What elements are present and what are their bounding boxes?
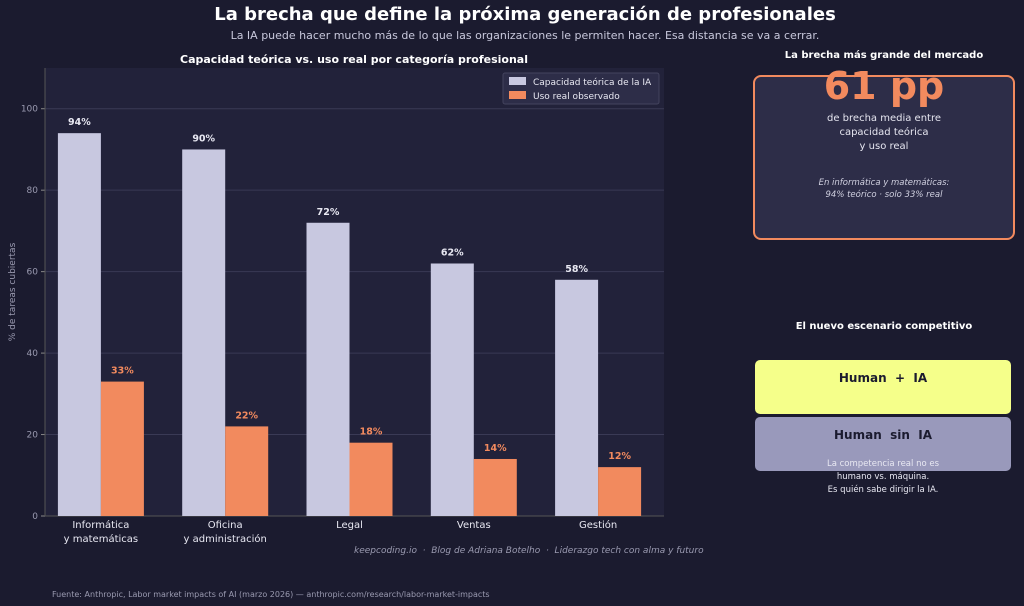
desc-line: de brecha media entre — [827, 113, 941, 124]
legend-label: Uso real observado — [533, 92, 620, 102]
bar-theoretical — [430, 263, 474, 516]
data-label: 22% — [235, 410, 258, 421]
x-tick-label: Ventas — [457, 520, 491, 531]
x-tick-label: Oficina — [208, 520, 243, 531]
data-label: 12% — [608, 451, 631, 462]
x-tick-label: y matemáticas — [64, 533, 138, 545]
page-subtitle: La IA puede hacer mucho más de lo que la… — [230, 29, 820, 42]
desc-line: y uso real — [859, 141, 909, 152]
bar-theoretical — [182, 149, 226, 517]
legend-label: Capacidad teórica de la IA — [533, 77, 652, 88]
legend — [502, 72, 660, 105]
gap-card — [753, 75, 1015, 240]
human-without-ai-box — [755, 417, 1011, 471]
bar-real — [100, 381, 144, 516]
gap-value: 61 pp — [823, 64, 945, 108]
y-axis-label: % de tareas cubiertas — [8, 242, 18, 341]
scenario-description: La competencia real no es humano vs. máq… — [755, 458, 1011, 497]
data-label: 62% — [441, 247, 464, 258]
gap-note: En informática y matemáticas: 94% teóric… — [753, 177, 1015, 201]
credits: keepcoding.io · Blog de Adriana Botelho … — [354, 546, 704, 556]
data-label: 90% — [192, 133, 215, 144]
x-tick-label: Legal — [336, 520, 363, 531]
legend-swatch — [509, 91, 526, 99]
source-note: Fuente: Anthropic, Labor market impacts … — [52, 590, 490, 599]
legend-swatch — [509, 77, 526, 85]
y-tick-label: 80 — [27, 186, 39, 196]
y-tick-label: 60 — [27, 268, 39, 278]
page-title: La brecha que define la próxima generaci… — [214, 4, 836, 25]
human-plus-ai-box — [755, 360, 1011, 414]
bar-real — [473, 458, 517, 516]
data-label: 14% — [484, 443, 507, 454]
bar-theoretical — [306, 222, 350, 516]
data-label: 33% — [111, 366, 134, 377]
bar-real — [225, 426, 269, 516]
human-without-ai-label: Human sin IA — [834, 428, 932, 442]
y-tick-label: 40 — [27, 349, 39, 359]
data-label: 94% — [68, 117, 91, 128]
desc-line: Es quién sabe dirigir la IA. — [827, 485, 939, 495]
scenario-heading: El nuevo escenario competitivo — [795, 321, 973, 332]
bar-theoretical — [555, 279, 599, 516]
gap-description: de brecha media entre capacidad teórica … — [753, 112, 1015, 154]
gap-card-heading: La brecha más grande del mercado — [784, 50, 984, 61]
x-tick-label: Informática — [72, 519, 129, 531]
bar-real — [598, 467, 642, 516]
human-plus-ai-label: Human + IA — [838, 371, 928, 385]
desc-line: humano vs. máquina. — [836, 472, 930, 482]
desc-line: capacidad teórica — [839, 127, 929, 138]
chart-title: Capacidad teórica vs. uso real por categ… — [180, 53, 528, 66]
data-label: 18% — [360, 427, 383, 438]
x-tick-label: Gestión — [579, 519, 617, 531]
bar-real — [349, 442, 393, 516]
y-tick-label: 20 — [27, 431, 39, 441]
x-tick-label: y administración — [184, 533, 267, 545]
bar-theoretical — [57, 133, 101, 516]
y-tick-label: 0 — [32, 512, 38, 522]
note-line: En informática y matemáticas: — [818, 178, 950, 188]
note-line: 94% teórico · solo 33% real — [825, 190, 943, 200]
data-label: 58% — [565, 264, 588, 275]
y-tick-label: 100 — [21, 105, 38, 115]
desc-line: La competencia real no es — [826, 459, 940, 469]
data-label: 72% — [317, 207, 340, 218]
